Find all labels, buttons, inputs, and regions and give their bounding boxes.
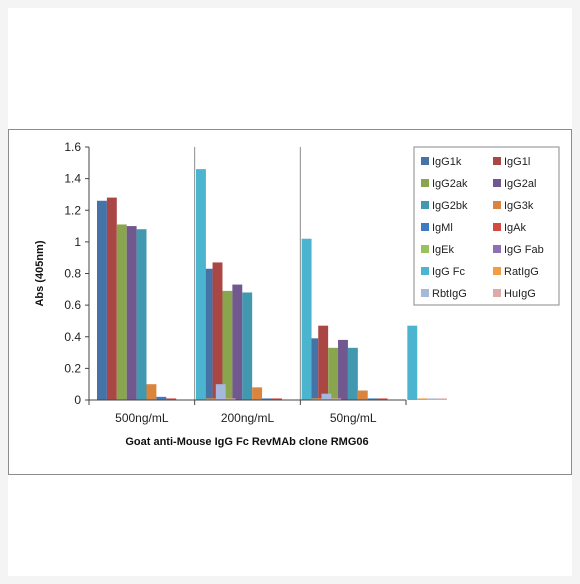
legend-swatch (493, 223, 501, 231)
legend-swatch (493, 267, 501, 275)
bar (338, 340, 348, 400)
legend-swatch (421, 157, 429, 165)
bar (97, 201, 107, 400)
y-tick-label: 0.6 (64, 298, 81, 312)
bar (216, 384, 226, 400)
legend-label: IgG2bk (432, 200, 468, 212)
bar (252, 387, 262, 400)
legend-label: IgAk (504, 222, 527, 234)
y-tick-label: 1.6 (64, 140, 81, 154)
legend-label: IgMl (432, 222, 453, 234)
y-tick-label: 0 (74, 393, 81, 407)
bar (358, 391, 368, 400)
y-tick-label: 0.4 (64, 330, 81, 344)
legend-label: IgG1k (432, 156, 462, 168)
legend-swatch (493, 201, 501, 209)
legend-swatch (421, 245, 429, 253)
legend-label: IgG1l (504, 156, 530, 168)
bar (147, 384, 157, 400)
legend-swatch (493, 289, 501, 297)
chart-container: 0 0.2 0.4 0.6 0.8 1 1.2 1.4 1.6 500ng/mL 200ng/mL 5… (8, 129, 572, 475)
legend-swatch (493, 157, 501, 165)
x-tick-label: 200ng/mL (221, 411, 275, 425)
bar (213, 262, 223, 400)
bar (127, 226, 137, 400)
bar (348, 348, 358, 400)
legend-label: IgG2al (504, 178, 536, 190)
bar (137, 229, 147, 400)
x-tick-label: 500ng/mL (115, 411, 169, 425)
bar (321, 394, 331, 400)
bar (302, 239, 312, 400)
y-tick-label: 1.4 (64, 172, 81, 186)
legend-label: HuIgG (504, 288, 536, 300)
legend-label: IgEk (432, 244, 455, 256)
bar (232, 285, 242, 400)
bar (242, 292, 252, 400)
legend-label: IgG3k (504, 200, 534, 212)
bar (107, 198, 117, 400)
legend: IgG1k IgG1l IgG2ak IgG2al IgG2bk IgG3k IgMl IgA… (414, 147, 559, 305)
y-tick-label: 1.2 (64, 203, 81, 217)
y-tick-label: 0.8 (64, 267, 81, 281)
plot-area (97, 169, 447, 400)
legend-swatch (421, 289, 429, 297)
legend-label: IgG2ak (432, 178, 468, 190)
bar (318, 326, 328, 400)
bar (427, 398, 437, 400)
y-axis-title: Abs (405nm) (34, 240, 46, 306)
bar (328, 348, 338, 400)
bar (196, 169, 206, 400)
legend-swatch (493, 245, 501, 253)
legend-swatch (421, 267, 429, 275)
x-axis-title: Goat anti-Mouse IgG Fc RevMAb clone RMG0… (125, 436, 368, 448)
legend-label: RatIgG (504, 266, 539, 278)
legend-swatch (493, 179, 501, 187)
legend-label: IgG Fc (432, 266, 466, 278)
bar (222, 291, 232, 400)
bar (117, 224, 127, 400)
y-tick-label: 1 (74, 235, 81, 249)
legend-swatch (421, 201, 429, 209)
x-tick-label: 50ng/mL (330, 411, 377, 425)
bar (407, 326, 417, 400)
legend-swatch (421, 223, 429, 231)
y-tick-label: 0.2 (64, 361, 81, 375)
legend-label: RbtIgG (432, 288, 467, 300)
page-background: 0 0.2 0.4 0.6 0.8 1 1.2 1.4 1.6 500ng/mL 200ng/mL 5… (8, 8, 572, 576)
bar-chart: 0 0.2 0.4 0.6 0.8 1 1.2 1.4 1.6 500ng/mL 200ng/mL 5… (9, 130, 571, 474)
legend-swatch (421, 179, 429, 187)
legend-label: IgG Fab (504, 244, 544, 256)
bar (417, 398, 427, 400)
bar (437, 398, 447, 400)
